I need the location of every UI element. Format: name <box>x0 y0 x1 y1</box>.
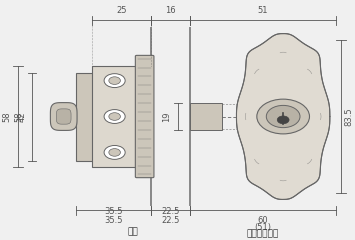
Text: 22.5: 22.5 <box>162 207 180 216</box>
Text: 35.5: 35.5 <box>104 207 123 216</box>
FancyBboxPatch shape <box>135 55 154 178</box>
Text: 22.5: 22.5 <box>162 216 180 225</box>
Circle shape <box>104 110 125 123</box>
Bar <box>92 66 137 168</box>
Circle shape <box>104 145 125 159</box>
Circle shape <box>277 116 289 124</box>
Text: 19: 19 <box>163 111 171 122</box>
Text: 58: 58 <box>3 111 12 122</box>
Text: 58: 58 <box>15 111 24 122</box>
Polygon shape <box>236 34 330 199</box>
Text: 42: 42 <box>17 111 27 122</box>
Circle shape <box>109 77 120 84</box>
Text: 25: 25 <box>116 6 127 15</box>
Bar <box>190 103 222 130</box>
Text: 扉厚: 扉厚 <box>128 227 138 236</box>
Text: 16: 16 <box>165 6 176 15</box>
Text: バックセット: バックセット <box>247 230 279 239</box>
Text: 51: 51 <box>258 6 268 15</box>
Bar <box>76 72 93 161</box>
Text: 35.5: 35.5 <box>104 216 123 225</box>
Circle shape <box>109 149 120 156</box>
Circle shape <box>109 113 120 120</box>
Polygon shape <box>50 103 77 130</box>
Text: 83.5: 83.5 <box>344 107 353 126</box>
Circle shape <box>104 74 125 88</box>
Circle shape <box>257 99 310 134</box>
Text: (51): (51) <box>255 223 272 232</box>
Polygon shape <box>56 109 71 124</box>
Text: 60: 60 <box>258 216 268 225</box>
Circle shape <box>266 105 300 128</box>
